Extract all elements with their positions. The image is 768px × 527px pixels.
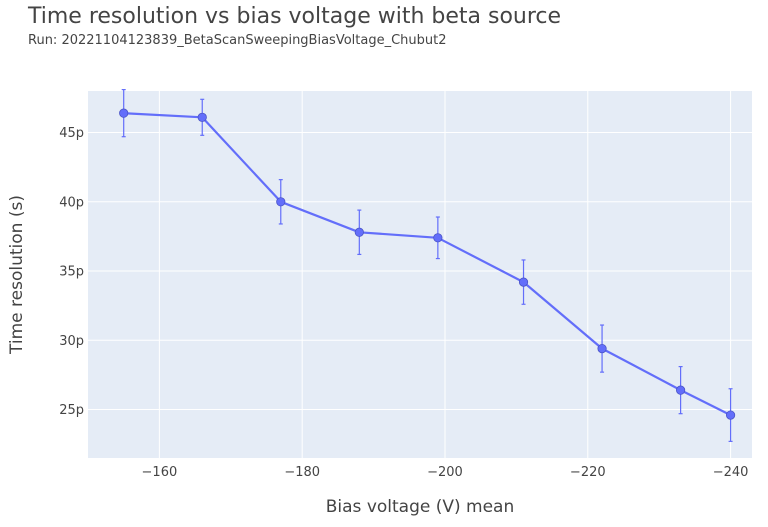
data-point[interactable] <box>726 411 734 419</box>
y-tick-label: 45p <box>59 126 84 141</box>
x-axis-title: Bias voltage (V) mean <box>326 497 515 517</box>
x-tick-label: −180 <box>284 465 320 480</box>
y-axis-title: Time resolution (s) <box>7 195 27 355</box>
data-point[interactable] <box>676 386 684 394</box>
x-tick-label: −160 <box>142 465 178 480</box>
x-tick-label: −200 <box>427 465 463 480</box>
data-point[interactable] <box>198 113 206 121</box>
x-tick-label: −240 <box>713 465 749 480</box>
data-point[interactable] <box>119 109 127 117</box>
y-tick-label: 40p <box>59 195 84 210</box>
plot-background <box>88 91 752 458</box>
data-point[interactable] <box>434 234 442 242</box>
data-point[interactable] <box>277 198 285 206</box>
y-tick-label: 25p <box>59 403 84 418</box>
y-tick-label: 30p <box>59 334 84 349</box>
data-point[interactable] <box>519 278 527 286</box>
y-tick-label: 35p <box>59 265 84 280</box>
data-point[interactable] <box>598 344 606 352</box>
data-point[interactable] <box>355 228 363 236</box>
x-tick-label: −220 <box>570 465 606 480</box>
